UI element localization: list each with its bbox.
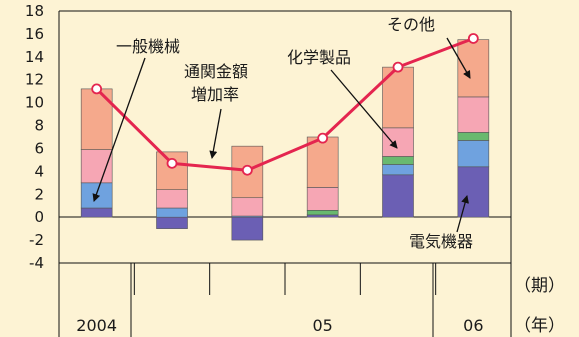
y-tick-label: -4 — [29, 254, 44, 272]
bar-segment-other — [306, 210, 339, 216]
pointer-chemical-products — [330, 69, 398, 149]
y-tick-label: 18 — [25, 2, 44, 20]
bar-segment-general — [457, 96, 490, 133]
bar-segment-general — [80, 149, 113, 184]
pointer-growth-rate — [209, 108, 222, 159]
period-unit-label: （期） — [514, 276, 565, 296]
pointer-electrical-machinery — [456, 195, 469, 233]
y-tick-label: -2 — [29, 231, 44, 249]
bar-segment-electric_dark — [231, 216, 264, 241]
growth-rate-polyline — [95, 37, 474, 172]
growth-rate-point — [317, 132, 329, 144]
period-tick-marks — [133, 263, 437, 295]
bar-segment-chemical — [306, 136, 339, 188]
bar-segment-electric_dark — [382, 174, 414, 218]
x-axis-year-labels: 2004 05 06 — [76, 316, 483, 335]
bar-segment-electric_dark — [80, 207, 113, 218]
annotation-growth-rate-line1: 通関金額 — [184, 62, 248, 81]
bar-segment-electric_dark — [306, 214, 339, 218]
bar-segment-general — [382, 127, 414, 157]
bar-segment-electric_dark — [457, 166, 490, 218]
growth-rate-point — [166, 157, 178, 169]
annotation-growth-rate-line2: 増加率 — [191, 85, 239, 104]
pointer-general-machinery — [92, 57, 146, 202]
year-unit-label: （年） — [514, 316, 565, 336]
growth-rate-line — [91, 33, 479, 176]
y-tick-label: 6 — [34, 139, 44, 157]
y-tick-label: 16 — [25, 25, 44, 43]
annotation-electrical-machinery: 電気機器 — [409, 232, 473, 251]
pointer-others — [446, 37, 471, 79]
annotation-chemical-products: 化学製品 — [287, 48, 351, 67]
bar-segment-other — [457, 132, 490, 141]
x-axis-year-label: 05 — [312, 316, 332, 335]
bar-segment-general — [156, 189, 188, 209]
bar-segment-general — [231, 197, 264, 217]
y-tick-label: 0 — [34, 208, 44, 226]
y-axis-tick-labels: 18 16 14 12 10 8 6 4 2 0 -2 -4 — [25, 2, 44, 272]
x-axis-year-label: 06 — [463, 316, 483, 335]
bar-segment-electric — [382, 164, 414, 176]
bar-segment-electric — [156, 207, 188, 218]
bar-segment-electric — [457, 140, 490, 168]
y-tick-label: 12 — [25, 71, 44, 89]
y-tick-label: 10 — [25, 94, 44, 112]
y-tick-label: 4 — [34, 162, 44, 180]
annotation-others: その他 — [387, 15, 435, 34]
bar-segment-electric_dark — [156, 216, 188, 229]
annotation-general-machinery: 一般機械 — [116, 37, 180, 56]
growth-rate-point — [392, 61, 404, 73]
y-tick-label: 14 — [25, 48, 44, 66]
x-axis-year-label: 2004 — [76, 316, 117, 335]
y-tick-label: 2 — [34, 185, 44, 203]
bar-segment-chemical — [156, 151, 188, 190]
bar-segment-chemical — [457, 39, 490, 98]
y-tick-label: 8 — [34, 117, 44, 135]
bar-segment-general — [306, 187, 339, 211]
growth-rate-point — [91, 83, 103, 95]
bar-segment-other — [382, 156, 414, 165]
stacked-bars — [80, 39, 490, 241]
growth-rate-point — [241, 164, 253, 176]
growth-rate-point — [467, 33, 479, 44]
